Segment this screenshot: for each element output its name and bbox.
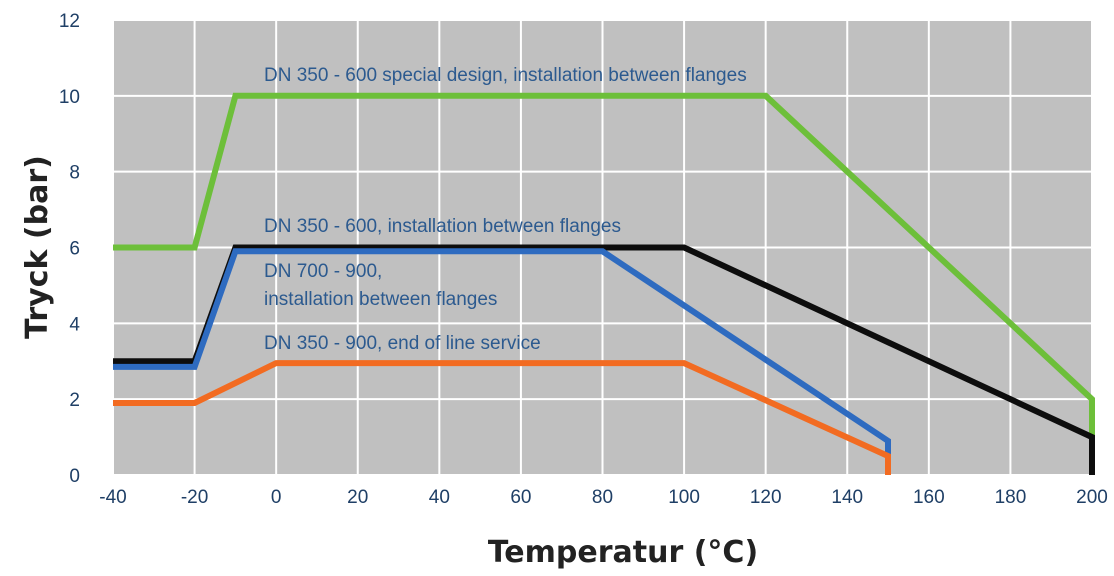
x-tick-label: -20 bbox=[181, 487, 208, 508]
y-tick-label: 10 bbox=[59, 87, 80, 108]
series-line-black bbox=[113, 244, 1095, 475]
series-label-green: DN 350 - 600 special design, installatio… bbox=[264, 65, 747, 86]
x-tick-label: 40 bbox=[429, 487, 450, 508]
series-label-black: DN 350 - 600, installation between flang… bbox=[264, 216, 621, 237]
y-tick-label: 12 bbox=[59, 11, 80, 32]
series-line-blue bbox=[113, 248, 891, 475]
y-tick-label: 4 bbox=[69, 314, 80, 335]
y-tick-label: 2 bbox=[69, 390, 80, 411]
series-label-blue-line2: installation between flanges bbox=[264, 289, 497, 310]
x-tick-label: 120 bbox=[750, 487, 782, 508]
x-tick-label: 60 bbox=[510, 487, 531, 508]
y-tick-label: 6 bbox=[69, 239, 80, 260]
series-label-blue-line1: DN 700 - 900, bbox=[264, 261, 382, 282]
series-lines bbox=[113, 92, 1095, 475]
x-tick-label: 180 bbox=[995, 487, 1027, 508]
series-line-orange bbox=[113, 360, 891, 475]
series-label-orange: DN 350 - 900, end of line service bbox=[264, 333, 541, 354]
x-tick-label: 80 bbox=[592, 487, 613, 508]
series-line-green bbox=[113, 92, 1095, 475]
x-tick-label: 100 bbox=[668, 487, 700, 508]
x-tick-labels: -40 -20 0 20 40 60 80 100 120 140 160 180 200 bbox=[99, 487, 1108, 508]
y-axis-label: Tryck (bar) bbox=[20, 155, 55, 339]
x-tick-label: 200 bbox=[1076, 487, 1108, 508]
x-tick-label: 20 bbox=[347, 487, 368, 508]
x-tick-label: -40 bbox=[99, 487, 126, 508]
x-tick-label: 160 bbox=[913, 487, 945, 508]
x-axis-label: Temperatur (°C) bbox=[488, 535, 758, 570]
y-tick-labels: 0 2 4 6 8 10 12 bbox=[59, 11, 81, 487]
x-tick-label: 140 bbox=[831, 487, 863, 508]
y-tick-label: 0 bbox=[69, 466, 80, 487]
x-tick-label: 0 bbox=[271, 487, 282, 508]
y-tick-label: 8 bbox=[69, 163, 80, 184]
